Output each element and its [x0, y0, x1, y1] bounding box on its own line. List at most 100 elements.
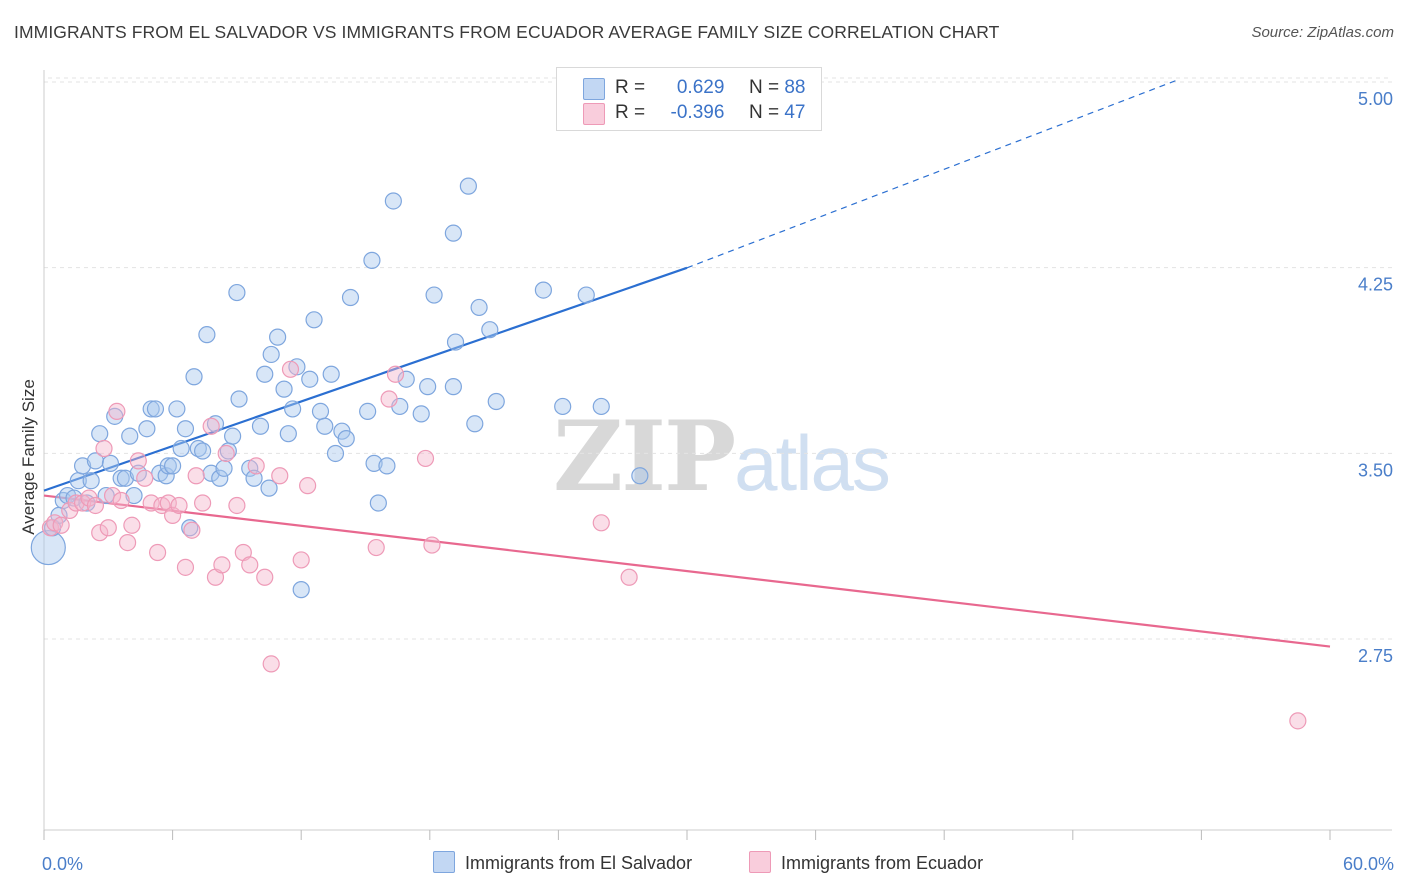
y-tick-label: 2.75 — [1358, 646, 1393, 666]
axis-labels: 2.75 3.50 4.25 5.00 0.0% 60.0% Average Family … — [19, 89, 1394, 874]
point-ecuador — [112, 491, 130, 510]
point-ecuador — [108, 402, 126, 420]
point-ecuador — [423, 536, 441, 554]
point-el-salvador — [419, 378, 437, 396]
point-el-salvador — [487, 392, 505, 411]
y-tick-label: 3.50 — [1358, 460, 1393, 480]
chart-title: IMMIGRANTS FROM EL SALVADOR VS IMMIGRANT… — [14, 22, 1000, 42]
point-el-salvador — [279, 425, 297, 443]
point-el-salvador — [194, 442, 212, 460]
point-ecuador — [170, 496, 188, 515]
point-ecuador — [228, 496, 246, 515]
point-el-salvador — [592, 397, 610, 416]
point-el-salvador — [292, 581, 310, 599]
point-el-salvador — [142, 400, 160, 418]
point-ecuador — [202, 417, 220, 435]
point-el-salvador — [359, 402, 377, 420]
point-ecuador — [123, 516, 141, 534]
point-el-salvador — [168, 400, 186, 418]
y-tick-label: 5.00 — [1358, 89, 1393, 109]
point-el-salvador — [181, 519, 199, 537]
source-label: Source: ZipAtlas.com — [1251, 24, 1394, 41]
y-tick-label: 4.25 — [1358, 275, 1393, 295]
point-ecuador — [176, 558, 195, 576]
point-el-salvador — [159, 457, 177, 475]
point-el-salvador — [73, 457, 92, 475]
point-el-salvador — [466, 415, 484, 433]
point-el-salvador — [425, 286, 443, 304]
point-ecuador — [367, 538, 385, 557]
point-ecuador — [213, 556, 231, 574]
point-ecuador — [142, 494, 160, 512]
point-ecuador — [129, 452, 147, 470]
point-el-salvador — [198, 326, 216, 344]
legend-r-label: R = — [615, 77, 646, 98]
point-ecuador — [217, 444, 235, 463]
point-ecuador — [262, 655, 280, 673]
point-ecuador — [281, 360, 300, 378]
point-ecuador — [1289, 712, 1307, 730]
point-el-salvador — [138, 420, 156, 438]
point-el-salvador — [211, 469, 229, 487]
point-el-salvador — [301, 370, 319, 388]
point-el-salvador — [256, 365, 274, 383]
legend-swatch-el-salvador — [583, 78, 605, 100]
point-el-salvador — [378, 457, 396, 475]
point-el-salvador — [82, 472, 100, 490]
point-el-salvador — [260, 479, 278, 497]
point-el-salvador — [384, 192, 402, 210]
data-points — [30, 177, 1307, 730]
legend-n-value: 88 — [784, 77, 806, 98]
point-el-salvador — [326, 444, 345, 463]
point-ecuador — [299, 477, 317, 495]
point-ecuador — [292, 551, 310, 569]
point-el-salvador — [554, 397, 572, 416]
watermark: ZIPatlas — [553, 400, 891, 513]
point-ecuador — [386, 365, 405, 383]
point-el-salvador — [631, 467, 649, 485]
legend-swatch-ecuador — [583, 103, 605, 125]
point-el-salvador — [262, 345, 280, 364]
point-el-salvador — [444, 378, 462, 396]
x-tick-label: 60.0% — [1343, 854, 1394, 874]
point-el-salvador — [116, 469, 135, 487]
point-ecuador — [380, 390, 398, 408]
point-el-salvador — [397, 370, 415, 388]
point-ecuador — [241, 556, 259, 574]
watermark-atlas: atlas — [734, 419, 891, 507]
point-el-salvador — [228, 283, 246, 302]
legend-n-label: N = — [748, 102, 780, 123]
series-swatch-ecuador — [749, 851, 771, 873]
stats-legend: R = 0.629 N = 88 R = -0.396 N = 47 — [556, 67, 822, 131]
legend-r-label: R = — [615, 102, 646, 123]
y-axis-label: Average Family Size — [19, 379, 38, 535]
point-el-salvador — [459, 177, 477, 195]
trend-line-el-salvador — [43, 266, 688, 492]
point-ecuador — [86, 496, 105, 515]
point-el-salvador — [112, 469, 130, 487]
point-el-salvador — [444, 224, 462, 242]
point-el-salvador — [316, 417, 334, 435]
point-el-salvador — [224, 427, 242, 445]
point-el-salvador — [369, 494, 387, 512]
point-el-salvador — [337, 430, 355, 448]
point-el-salvador — [251, 417, 270, 435]
point-el-salvador — [172, 439, 190, 458]
watermark-zip: ZIP — [553, 400, 736, 513]
point-ecuador — [194, 494, 212, 512]
point-el-salvador — [311, 402, 330, 420]
point-el-salvador — [269, 328, 287, 346]
point-el-salvador — [284, 400, 302, 418]
point-el-salvador — [365, 454, 383, 472]
point-el-salvador — [164, 457, 182, 475]
point-el-salvador — [121, 427, 139, 445]
point-el-salvador — [91, 425, 109, 443]
point-el-salvador — [412, 405, 430, 423]
point-el-salvador — [341, 288, 360, 307]
series-swatch-el-salvador — [433, 851, 455, 873]
point-el-salvador — [125, 486, 143, 505]
legend-r-value: 0.629 — [676, 77, 725, 98]
series-label-el-salvador: Immigrants from El Salvador — [465, 853, 693, 873]
point-el-salvador — [363, 251, 381, 269]
